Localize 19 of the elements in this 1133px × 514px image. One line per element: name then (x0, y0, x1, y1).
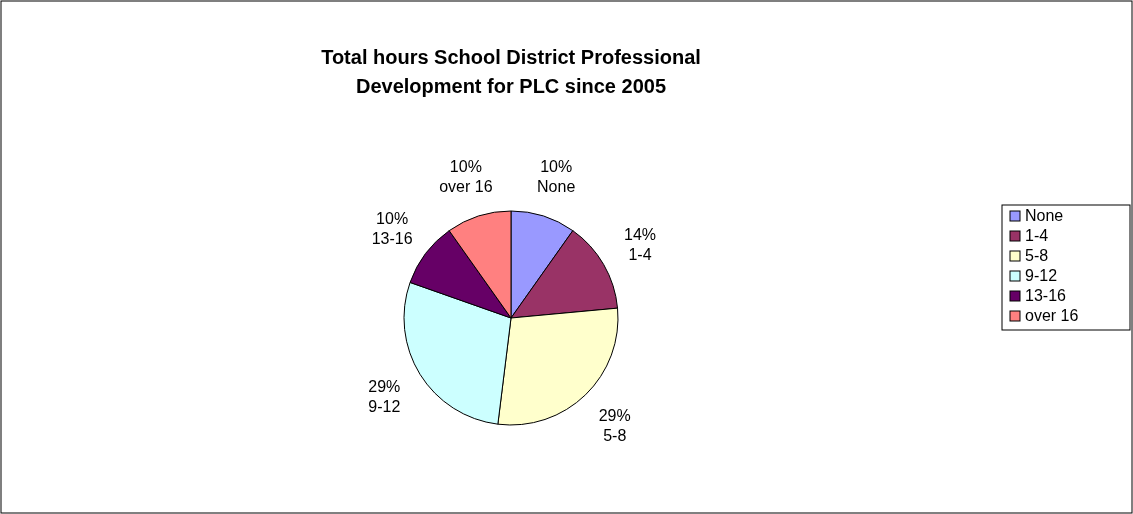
legend-label: None (1025, 207, 1064, 224)
data-label: 29% (598, 406, 631, 424)
slice-label: 5-8 (603, 426, 627, 444)
slice-label: over 16 (439, 178, 493, 196)
data-label: 10% (449, 158, 482, 176)
data-label: 14% (624, 225, 657, 243)
chart-title: Total hours School District Professional Development for PLC since 2005 (321, 46, 701, 97)
legend-label: over 16 (1025, 307, 1079, 324)
data-label: 10% (376, 210, 409, 228)
legend-label: 13-16 (1025, 287, 1067, 304)
data-label: 10% (540, 158, 573, 176)
slice-label: None (537, 178, 576, 196)
slice-label: 1-4 (628, 245, 652, 263)
slice-label: 13-16 (371, 230, 413, 248)
data-label: 29% (368, 378, 401, 396)
legend-label: 5-8 (1025, 247, 1049, 264)
legend-label: 9-12 (1025, 267, 1058, 284)
legend-label: 1-4 (1025, 227, 1049, 244)
slice-label: 9-12 (368, 398, 401, 416)
